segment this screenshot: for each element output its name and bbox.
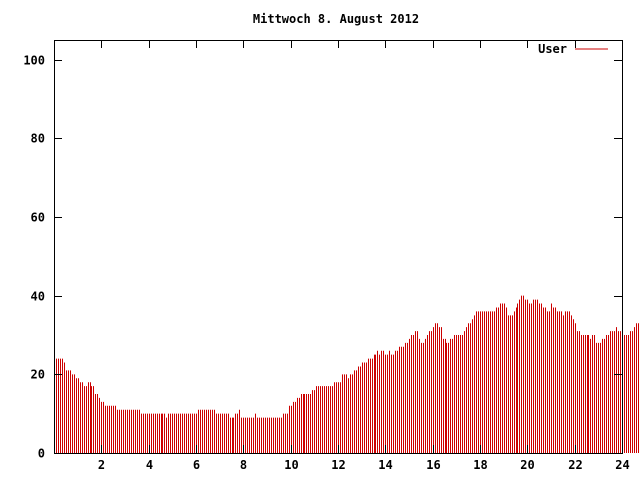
x-tick-label: 18 (473, 458, 487, 472)
legend-label-user: User (538, 42, 567, 56)
x-tick-label: 22 (568, 458, 582, 472)
x-tick-label: 16 (426, 458, 440, 472)
x-tick-label: 6 (193, 458, 200, 472)
y-tick-label: 80 (31, 132, 45, 146)
y-tick-label: 60 (31, 211, 45, 225)
x-tick-label: 2 (98, 458, 105, 472)
x-tick-label: 12 (331, 458, 345, 472)
y-axis: 0 20 40 60 80 100 (23, 54, 622, 461)
y-tick-label: 40 (31, 290, 45, 304)
x-tick-label: 10 (284, 458, 298, 472)
x-tick-label: 20 (520, 458, 534, 472)
x-tick-label: 8 (240, 458, 247, 472)
legend: User (538, 42, 608, 56)
bars-group (54, 295, 639, 453)
y-tick-label: 100 (23, 54, 45, 68)
x-tick-label: 14 (378, 458, 392, 472)
x-axis: 2 4 6 8 10 12 14 16 18 20 22 24 (98, 40, 630, 472)
x-tick-label: 4 (146, 458, 153, 472)
y-tick-label: 0 (38, 447, 45, 461)
x-tick-label: 24 (615, 458, 629, 472)
y-tick-label: 20 (31, 368, 45, 382)
chart-title: Mittwoch 8. August 2012 (253, 12, 419, 26)
